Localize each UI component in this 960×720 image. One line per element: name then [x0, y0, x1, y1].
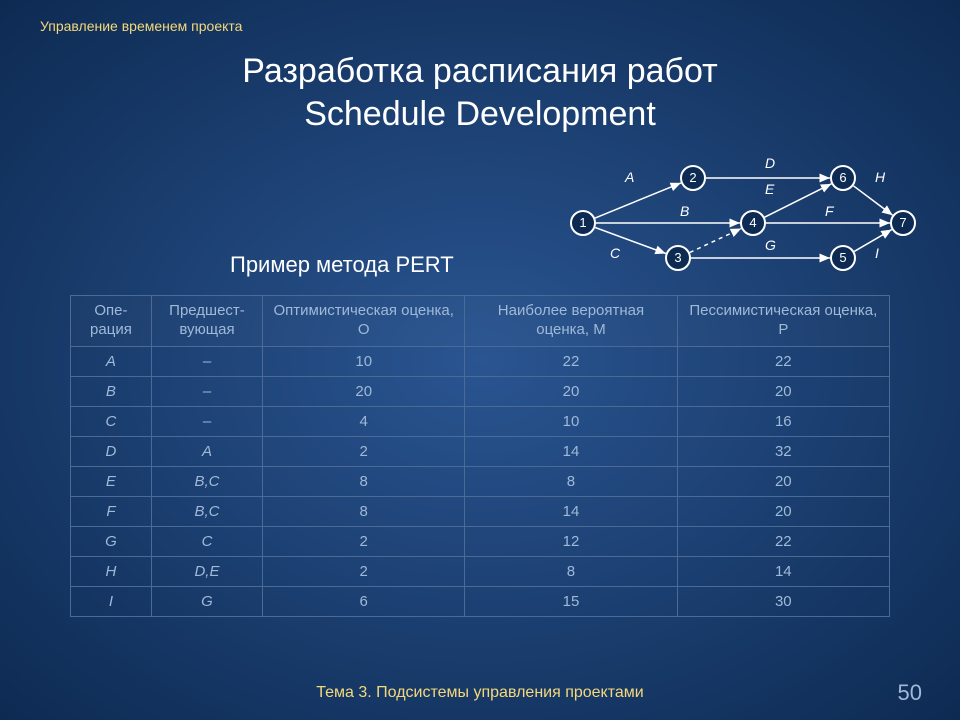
table-cell: – [151, 406, 262, 436]
table-cell: 2 [263, 526, 465, 556]
table-body: A–102222B–202020C–41016DA21432EB,C8820FB… [71, 346, 890, 616]
edge-label-G: G [765, 237, 776, 253]
table-cell: C [151, 526, 262, 556]
footer-text: Тема 3. Подсистемы управления проектами [0, 684, 960, 702]
edge-label-E: E [765, 181, 774, 197]
table-cell: 14 [465, 436, 677, 466]
table-cell: H [71, 556, 152, 586]
edge-label-I: I [875, 245, 879, 261]
table-cell: A [151, 436, 262, 466]
graph-node-6: 6 [830, 165, 856, 191]
table-row: GC21222 [71, 526, 890, 556]
graph-node-2: 2 [680, 165, 706, 191]
graph-node-7: 7 [890, 210, 916, 236]
table-row: IG61530 [71, 586, 890, 616]
table-cell: – [151, 346, 262, 376]
table-cell: D,E [151, 556, 262, 586]
table-cell: A [71, 346, 152, 376]
edge-label-C: C [610, 245, 620, 261]
table-cell: D [71, 436, 152, 466]
table-cell: 6 [263, 586, 465, 616]
table-cell: 20 [465, 376, 677, 406]
table-cell: E [71, 466, 152, 496]
col-header: Предшест-вующая [151, 296, 262, 347]
title-line-1: Разработка расписания работ [0, 50, 960, 93]
table-cell: 20 [677, 466, 889, 496]
table-cell: B [71, 376, 152, 406]
graph-node-4: 4 [740, 210, 766, 236]
table-cell: 20 [677, 496, 889, 526]
table-header-row: Опе-рацияПредшест-вующаяОптимистическая … [71, 296, 890, 347]
edge-label-A: A [625, 169, 634, 185]
table-row: HD,E2814 [71, 556, 890, 586]
col-header: Наиболее вероятная оценка, M [465, 296, 677, 347]
table-cell: F [71, 496, 152, 526]
table-cell: 4 [263, 406, 465, 436]
table-cell: 32 [677, 436, 889, 466]
edge-label-D: D [765, 155, 775, 171]
table-cell: 12 [465, 526, 677, 556]
table-row: FB,C81420 [71, 496, 890, 526]
table-cell: G [71, 526, 152, 556]
col-header: Опе-рация [71, 296, 152, 347]
example-subtitle: Пример метода PERT [230, 252, 454, 278]
table-cell: 20 [677, 376, 889, 406]
table-cell: – [151, 376, 262, 406]
table-cell: 2 [263, 556, 465, 586]
table-row: EB,C8820 [71, 466, 890, 496]
table-cell: 8 [263, 466, 465, 496]
table-cell: 14 [465, 496, 677, 526]
table-cell: 15 [465, 586, 677, 616]
col-header: Оптимистическая оценка, O [263, 296, 465, 347]
title-line-2: Schedule Development [0, 93, 960, 136]
graph-node-1: 1 [570, 210, 596, 236]
table-cell: 8 [465, 556, 677, 586]
table-cell: 22 [677, 346, 889, 376]
edge-label-F: F [825, 203, 834, 219]
section-label: Управление временем проекта [40, 18, 242, 34]
table-cell: 8 [263, 496, 465, 526]
table-cell: I [71, 586, 152, 616]
table-cell: C [71, 406, 152, 436]
table-cell: B,C [151, 496, 262, 526]
graph-node-3: 3 [665, 245, 691, 271]
table-cell: 10 [263, 346, 465, 376]
table-row: B–202020 [71, 376, 890, 406]
table-cell: 30 [677, 586, 889, 616]
graph-node-5: 5 [830, 245, 856, 271]
page-title: Разработка расписания работ Schedule Dev… [0, 50, 960, 135]
table-cell: 2 [263, 436, 465, 466]
table-cell: 16 [677, 406, 889, 436]
table-row: C–41016 [71, 406, 890, 436]
table-cell: 8 [465, 466, 677, 496]
table-cell: G [151, 586, 262, 616]
pert-data-table: Опе-рацияПредшест-вующаяОптимистическая … [70, 295, 890, 617]
table-cell: B,C [151, 466, 262, 496]
table-cell: 10 [465, 406, 677, 436]
edge-label-H: H [875, 169, 885, 185]
table-cell: 22 [465, 346, 677, 376]
table-cell: 20 [263, 376, 465, 406]
table-cell: 22 [677, 526, 889, 556]
pert-network-diagram: 1 2 3 4 6 5 7 A B C DE F G H I [550, 155, 920, 275]
page-number: 50 [898, 680, 922, 706]
edge-label-B: B [680, 203, 689, 219]
table-row: A–102222 [71, 346, 890, 376]
col-header: Пессимистическая оценка, P [677, 296, 889, 347]
table-cell: 14 [677, 556, 889, 586]
table-row: DA21432 [71, 436, 890, 466]
